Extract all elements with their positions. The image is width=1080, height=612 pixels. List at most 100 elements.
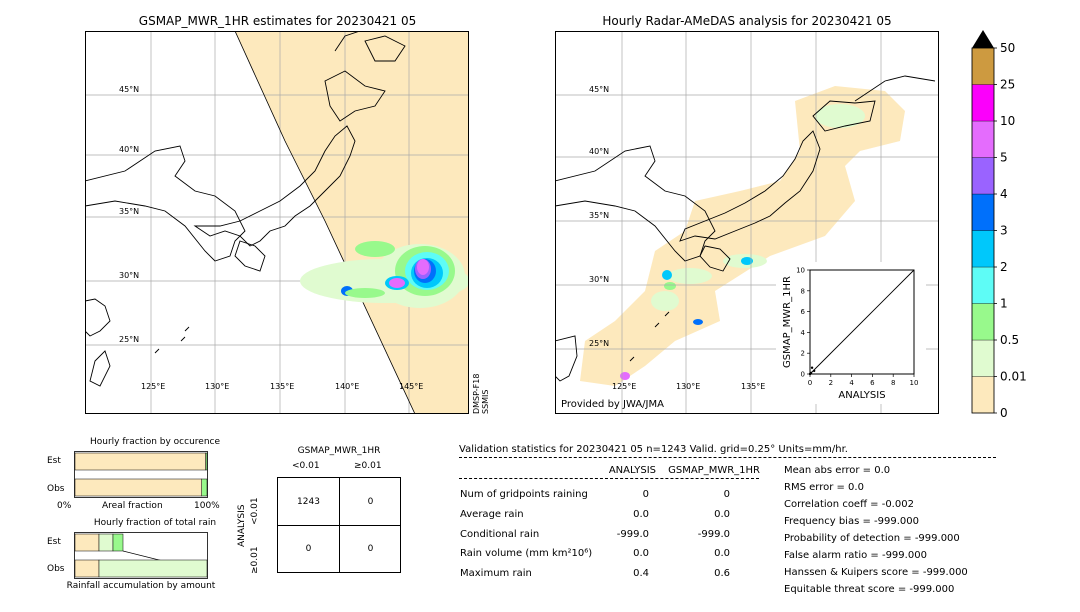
colorbar-label: 4 [1000,187,1008,201]
rain-obs-bar-1 [98,559,208,578]
scatter-xtick: 10 [910,379,919,387]
colorbar-segment [971,266,995,304]
scatter-xtick: 8 [891,379,895,387]
colorbar-label: 10 [1000,114,1015,128]
scatter-point [812,369,816,373]
val-row-a: 0.0 [633,548,649,559]
score-line: False alarm ratio = -999.000 [784,550,927,561]
colorbar: 0 0.01 0.5 1 2 3 4 5 10 25 50 [971,30,1027,420]
score-line: Frequency bias = -999.000 [784,516,919,527]
contingency-table: 1243 0 0 0 [277,477,401,573]
contingency-cell: 0 [305,544,312,554]
left-lat-label: 40°N [119,145,139,154]
validation-scores: Mean abs error = 0.0 RMS error = 0.0 Cor… [784,462,968,598]
occurrence-bar [201,478,208,497]
scatter-ytick: 6 [801,308,806,316]
colorbar-label: 1 [1000,297,1008,311]
contingency-cell: 0 [367,497,374,507]
occ-xtick-1: Areal fraction [102,501,163,511]
scatter-plot: 0 2 4 6 8 10 0 2 4 6 8 10 ANALYSIS GSMAP_MWR_1HR [782,267,919,402]
val-row-label: Average rain [460,509,524,520]
right-map: 45°N 40°N 35°N 30°N 25°N 125°E 130°E 135… [555,31,939,414]
right-lon-label: 135°E [741,382,765,391]
score-line: Correlation coeff = -0.002 [784,499,914,510]
total-rain-title: Hourly fraction of total rain [93,518,217,528]
colorbar-label: 25 [1000,78,1015,92]
colorbar-segment [971,47,995,85]
occurrence-title: Hourly fraction by occurence [89,437,221,447]
colorbar-label: 50 [1000,41,1015,55]
val-row-label: Maximum rain [460,568,532,579]
val-row-b: 0.0 [714,509,730,520]
score-line: Hanssen & Kuipers score = -999.000 [784,567,968,578]
scatter-ytick: 4 [801,329,806,337]
sensor-label: DMSP-F18 SSMIS [472,373,490,414]
scatter-diagonal [809,269,915,375]
val-row-label: Conditional rain [460,529,540,540]
left-lon-label: 125°E [141,382,165,391]
total-rain-bars [74,532,208,579]
right-lat-label: 45°N [589,85,609,94]
contingency-col-1: ≥0.01 [354,461,382,471]
scatter-xtick: 4 [849,379,854,387]
rain-est-bar-2 [112,533,124,552]
colorbar-segment [971,303,995,341]
left-lon-label: 135°E [270,382,294,391]
contingency-col-0: <0.01 [292,461,320,471]
right-lat-label: 35°N [589,211,609,220]
colorbar-label: 2 [1000,260,1008,274]
left-rain-cells [300,241,469,308]
colorbar-segment [971,339,995,377]
rain-obs-bar-0 [74,559,100,578]
left-coastlines [85,31,406,387]
occ-obs-label: Obs [47,484,65,494]
left-lat-label: 30°N [119,271,139,280]
scatter-xtick: 6 [870,379,875,387]
colorbar-segment [971,376,995,414]
right-coastlines [555,75,936,382]
left-lon-label: 140°E [335,382,359,391]
right-lon-label: 125°E [612,382,636,391]
right-lon-label: 130°E [676,382,700,391]
left-lat-label: 25°N [119,335,139,344]
occ-xtick-2: 100% [194,501,220,511]
occ-xtick-0: 0% [57,501,72,511]
colorbar-label: 0.5 [1000,333,1019,347]
scatter-xlabel: ANALYSIS [838,390,885,401]
left-lat-label: 35°N [119,207,139,216]
scatter-ytick: 8 [801,287,805,295]
score-line: Mean abs error = 0.0 [784,465,891,476]
right-lat-label: 25°N [589,339,609,348]
right-lat-label: 30°N [589,275,609,284]
colorbar-label: 5 [1000,151,1008,165]
scatter-ytick: 0 [801,371,805,379]
occurrence-bar [74,452,206,471]
val-row-a: -999.0 [616,529,649,540]
right-rain-cells [620,104,865,380]
scatter-point [809,371,813,375]
score-line: Equitable threat score = -999.000 [784,584,955,595]
validation-col-gsmap: GSMAP_MWR_1HR [668,465,760,476]
left-lon-label: 130°E [205,382,229,391]
validation-header: Validation statistics for 20230421 05 n=… [459,444,996,458]
rain-xlabel: Rainfall accumulation by amount [66,581,216,591]
colorbar-label: 0.01 [1000,370,1027,384]
left-map-title: GSMAP_MWR_1HR estimates for 20230421 05 [138,14,417,28]
colorbar-segment [971,193,995,231]
scatter-ylabel: GSMAP_MWR_1HR [782,276,793,368]
right-lat-label: 40°N [589,147,609,156]
contingency-cell: 0 [367,544,374,554]
contingency-cell: 1243 [297,497,320,507]
right-analysis-area [580,86,905,386]
score-line: Probability of detection = -999.000 [784,533,960,544]
colorbar-segment [971,120,995,158]
occ-est-label: Est [47,456,61,466]
validation-col-analysis: ANALYSIS [608,465,656,476]
occurrence-bars [74,451,208,498]
scatter-xtick: 2 [829,379,833,387]
rain-obs-label: Obs [47,564,65,574]
colorbar-segment [971,230,995,268]
val-row-label: Rain volume (mm km²10⁶) [460,548,593,559]
rain-est-bar-1 [98,533,114,552]
scatter-ytick: 2 [801,350,805,358]
